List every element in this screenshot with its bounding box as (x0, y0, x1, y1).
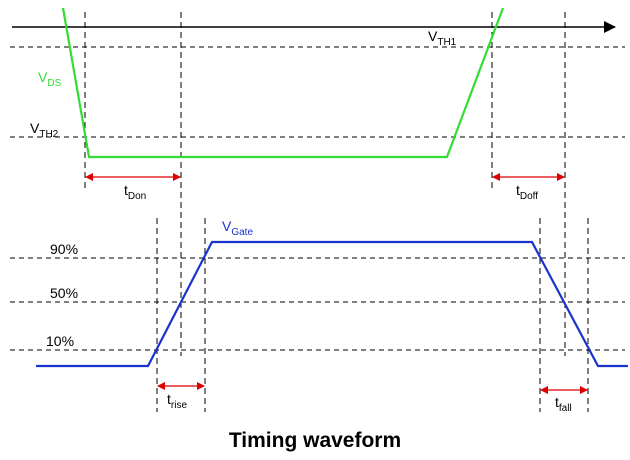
level-10-label: 10% (46, 333, 74, 349)
vgate-waveform (36, 240, 628, 368)
t-rise-label: trise (167, 391, 187, 411)
t-doff-label: tDoff (516, 182, 538, 202)
level-50-label: 50% (50, 285, 78, 301)
vth2-label: VTH2 (30, 120, 59, 140)
t-don-label: tDon (124, 182, 146, 202)
vds-label: VDS (38, 69, 62, 89)
t-fall-label: tfall (555, 394, 572, 414)
diagram-title: Timing waveform (229, 429, 401, 452)
vth1-label: VTH1 (428, 28, 457, 48)
level-90-label: 90% (50, 241, 78, 257)
vgate-label: VGate (222, 218, 253, 238)
vds-waveform (61, 7, 505, 159)
